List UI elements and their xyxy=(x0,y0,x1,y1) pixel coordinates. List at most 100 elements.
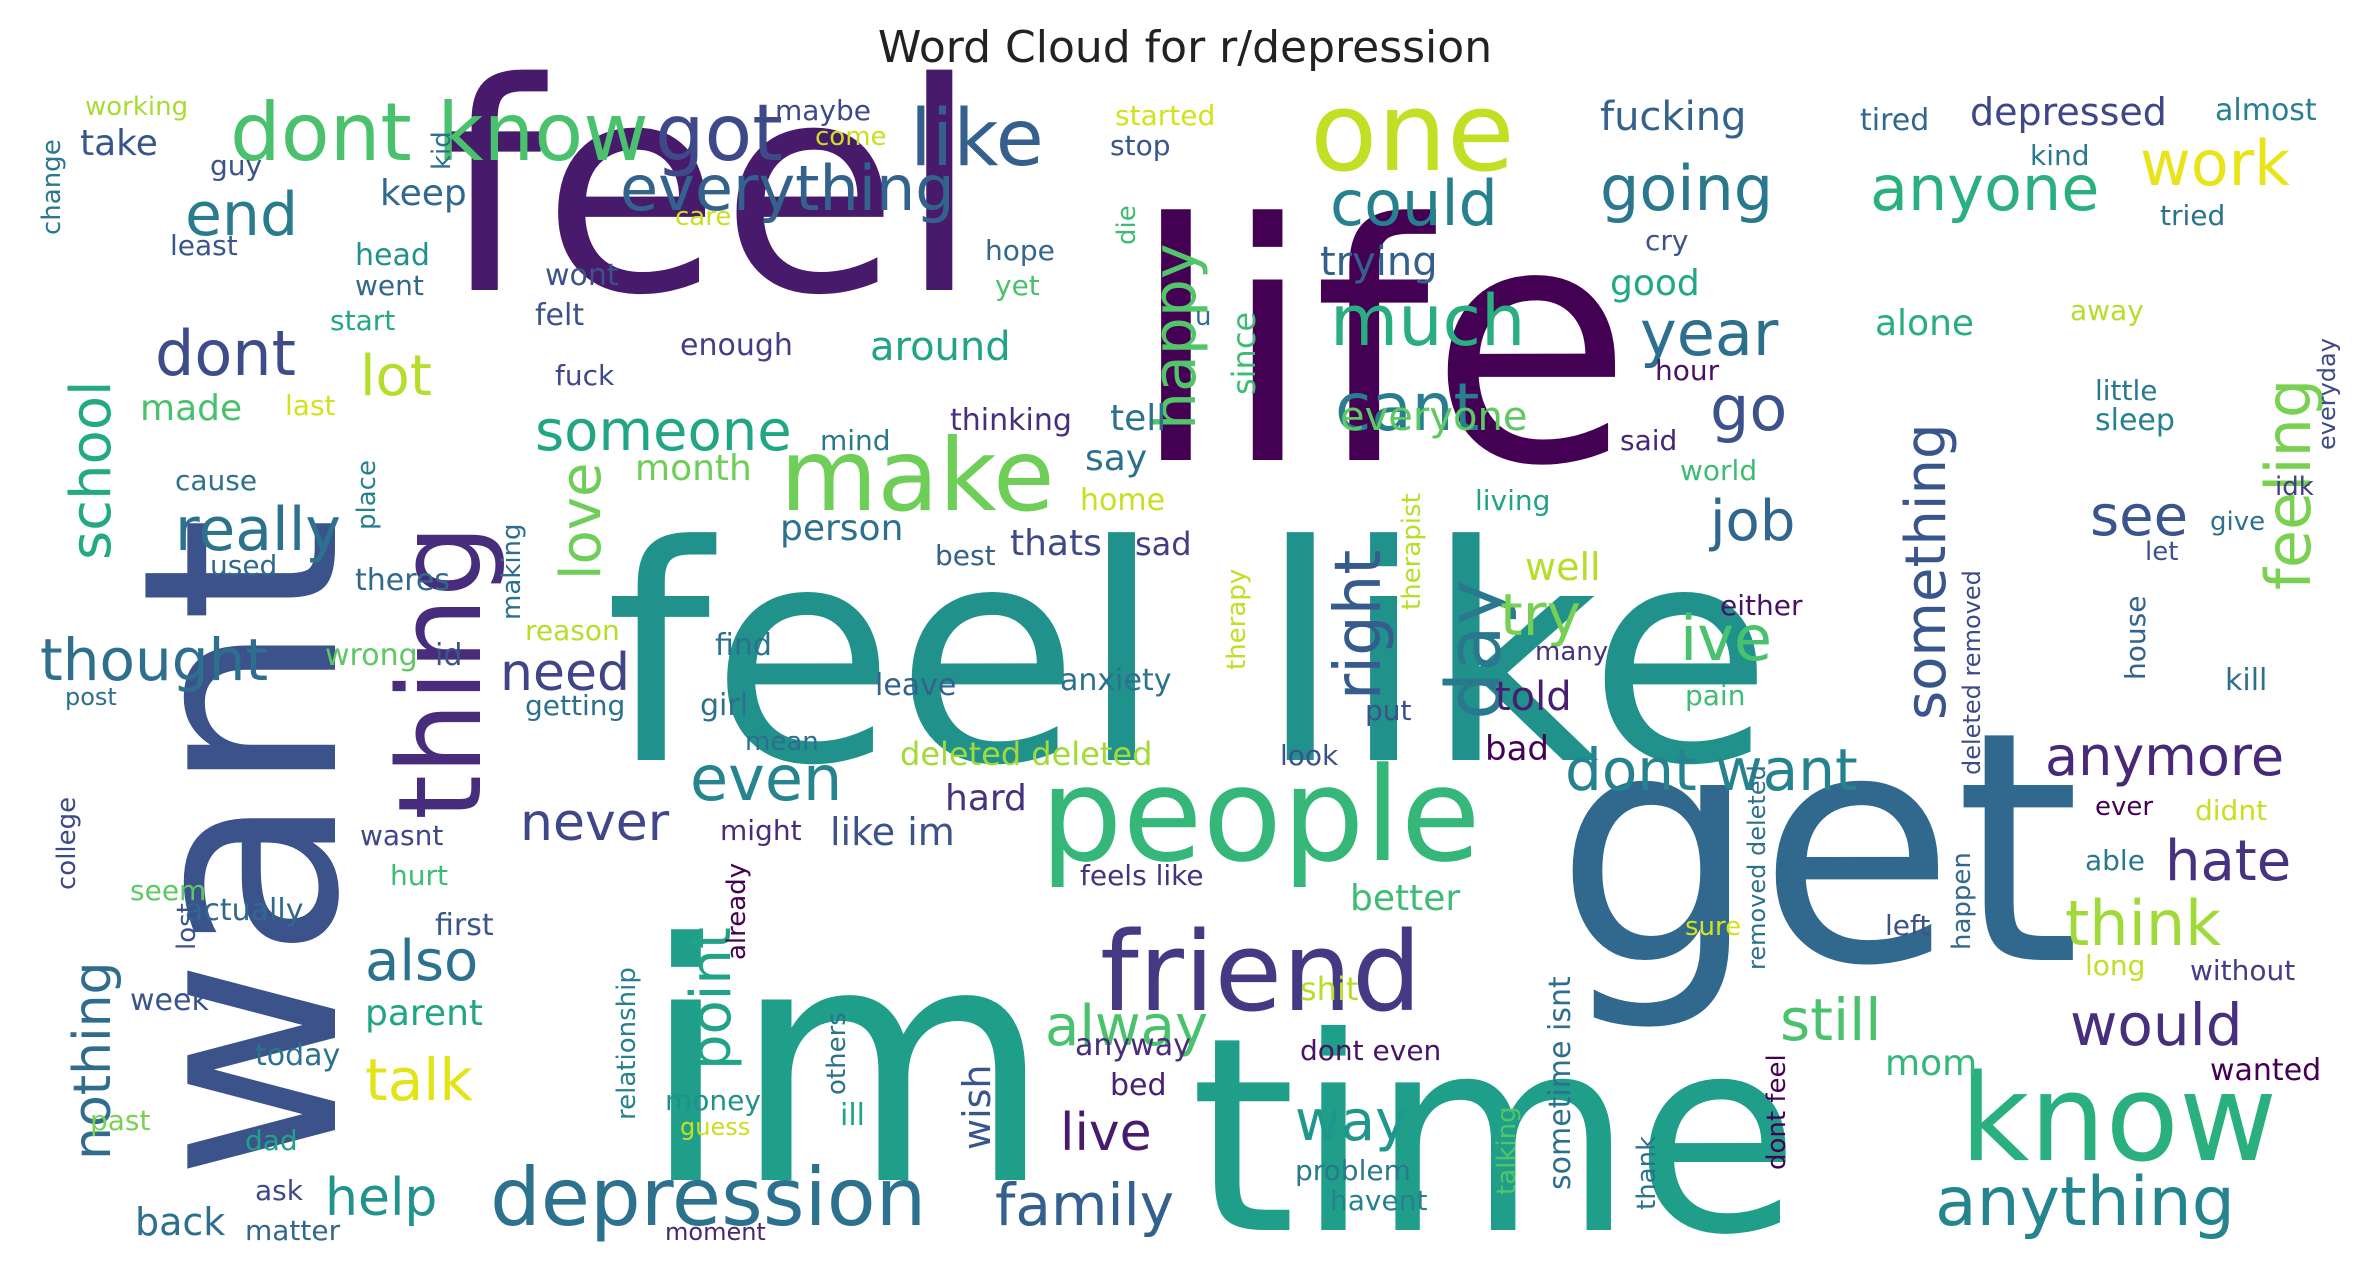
word-wasnt: wasnt xyxy=(360,819,443,852)
word-still: still xyxy=(1780,986,1881,1054)
word-others: others xyxy=(822,1012,852,1095)
word-anything: anything xyxy=(1935,1163,2235,1242)
word-started: started xyxy=(1115,99,1215,132)
word-anyway: anyway xyxy=(1075,1028,1191,1063)
word-wrong: wrong xyxy=(325,638,418,673)
word-give: give xyxy=(2210,507,2265,537)
word-ever: ever xyxy=(2095,792,2153,822)
word-school: school xyxy=(59,380,124,560)
word-know: know xyxy=(1960,1050,2277,1189)
word-tired: tired xyxy=(1860,103,1929,138)
word-happen: happen xyxy=(1947,852,1977,950)
word-thought: thought xyxy=(40,626,268,694)
word-last: last xyxy=(285,389,336,422)
word-nothing: nothing xyxy=(63,961,123,1160)
word-anxiety: anxiety xyxy=(1060,663,1171,698)
word-sleep: sleep xyxy=(2095,403,2175,438)
word-sure: sure xyxy=(1685,912,1741,942)
word-dad: dad xyxy=(245,1124,298,1157)
word-going: going xyxy=(1600,152,1773,225)
word-family: family xyxy=(995,1171,1174,1239)
word-happy: happy xyxy=(1140,244,1210,430)
word-love: love xyxy=(549,463,614,580)
word-week: week xyxy=(130,983,209,1018)
word-depressed: depressed xyxy=(1970,90,2167,134)
word-feel: feel xyxy=(440,22,980,359)
word-try: try xyxy=(1500,581,1581,649)
word-place: place xyxy=(352,460,382,530)
word-want: want xyxy=(84,517,399,1180)
word-fuck: fuck xyxy=(555,359,615,392)
word-alone: alone xyxy=(1875,303,1974,344)
word-help: help xyxy=(325,1168,437,1228)
word-work: work xyxy=(2140,127,2290,200)
word-sometime-isnt: sometime isnt xyxy=(1543,976,1578,1190)
word-mean: mean xyxy=(745,727,819,757)
word-bed: bed xyxy=(1110,1068,1167,1103)
word-dont-know: dont know xyxy=(230,86,649,179)
word-look: look xyxy=(1280,739,1339,772)
word-money: money xyxy=(665,1084,761,1117)
word-much: much xyxy=(1330,280,1525,362)
word-leave: leave xyxy=(875,668,956,703)
word-better: better xyxy=(1350,878,1460,919)
word-ive: ive xyxy=(1680,602,1772,675)
word-living: living xyxy=(1475,484,1550,517)
word-time: time xyxy=(1190,979,1800,1276)
word-left: left xyxy=(1885,909,1930,942)
word-like-im: like im xyxy=(830,810,955,854)
word-cant: cant xyxy=(1335,369,1479,446)
word-kid: kid xyxy=(427,131,457,170)
word-fucking: fucking xyxy=(1600,94,1746,140)
word-life: life xyxy=(1130,154,1633,538)
word-see: see xyxy=(2090,484,2188,549)
word-well: well xyxy=(1525,545,1601,589)
word-college: college xyxy=(52,797,82,890)
word-year: year xyxy=(1640,297,1779,370)
word-wish: wish xyxy=(955,1064,999,1150)
word-say: say xyxy=(1085,438,1147,479)
word-little: little xyxy=(2095,374,2158,407)
word-parent: parent xyxy=(365,993,483,1034)
word-first: first xyxy=(435,908,494,943)
chart-title: Word Cloud for r/depression xyxy=(877,22,1493,73)
word-already: already xyxy=(722,863,752,960)
word-thats: thats xyxy=(1010,523,1102,564)
word-take: take xyxy=(80,123,158,164)
word-hate: hate xyxy=(2165,829,2291,894)
word-feel-like: feel like xyxy=(605,482,1773,831)
word-maybe: maybe xyxy=(775,94,871,127)
word-best: best xyxy=(935,539,996,572)
word-cry: cry xyxy=(1645,224,1688,257)
word-everyday: everyday xyxy=(2313,338,2341,450)
word-yet: yet xyxy=(995,269,1040,302)
word-find: find xyxy=(715,628,772,663)
word-seem: seem xyxy=(130,874,206,907)
word-either: either xyxy=(1720,589,1803,622)
word-felt: felt xyxy=(535,298,584,333)
word-shit: shit xyxy=(1300,970,1358,1008)
word-home: home xyxy=(1080,483,1165,518)
word-live: live xyxy=(1060,1103,1152,1163)
word-u: u xyxy=(1195,302,1211,332)
word-even: even xyxy=(690,742,842,815)
word-around: around xyxy=(870,324,1011,370)
word-die: die xyxy=(1112,205,1142,245)
word-person: person xyxy=(780,508,903,549)
word-able: able xyxy=(2085,844,2145,877)
word-might: might xyxy=(720,814,802,847)
word-stop: stop xyxy=(1110,129,1170,162)
word-something: something xyxy=(1894,424,1959,721)
word-ill: ill xyxy=(840,1098,865,1133)
word-hour: hour xyxy=(1655,354,1720,387)
word-need: need xyxy=(500,643,630,703)
word-cause: cause xyxy=(175,464,257,497)
word-therapy: therapy xyxy=(1222,569,1252,670)
word-idk: idk xyxy=(2275,472,2314,502)
word-dont: dont xyxy=(155,317,296,390)
word-thinking: thinking xyxy=(950,403,1072,438)
word-really: really xyxy=(175,495,341,565)
word-talk: talk xyxy=(365,1046,473,1114)
word-dont-even: dont even xyxy=(1300,1034,1441,1067)
